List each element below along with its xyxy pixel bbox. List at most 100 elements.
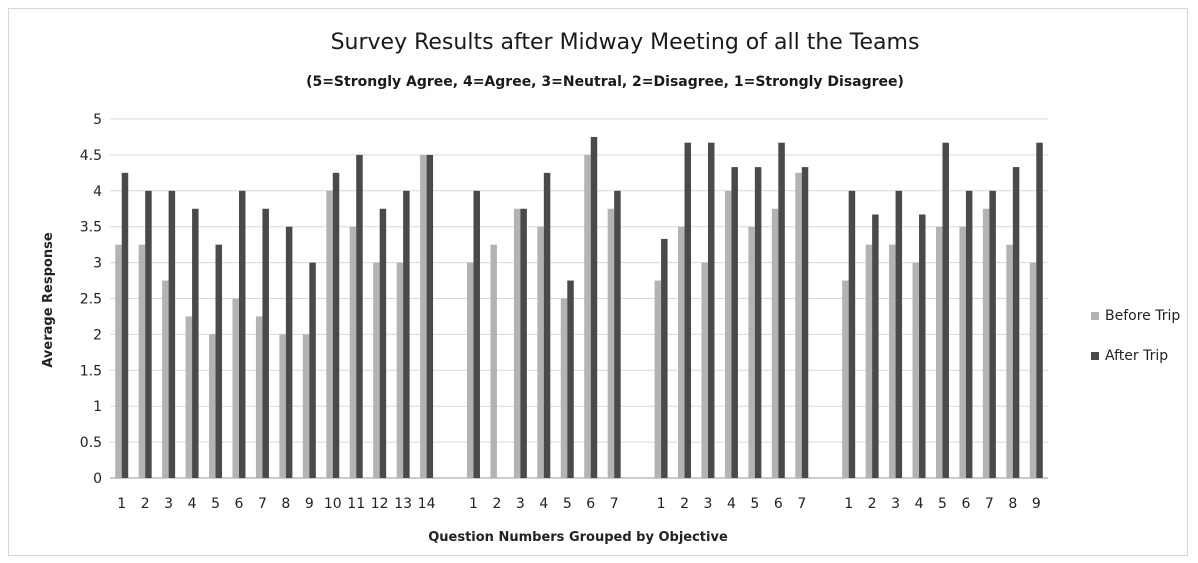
x-tick-label: 9 — [305, 496, 314, 512]
bar-before-trip — [115, 244, 122, 478]
bar-before-trip — [959, 226, 966, 478]
x-tick-label: 1 — [844, 496, 853, 512]
y-tick-label: 0.5 — [80, 435, 102, 451]
bar-after-trip — [989, 190, 996, 479]
bar-after-trip — [684, 142, 692, 478]
x-tick-label: 7 — [985, 496, 994, 512]
bar-after-trip — [262, 208, 269, 478]
x-tick-label: 1 — [117, 496, 126, 512]
x-tick-label: 5 — [211, 496, 220, 512]
bar-after-trip — [661, 238, 668, 478]
x-tick-label: 8 — [1008, 496, 1017, 512]
bar-after-trip — [1036, 142, 1043, 478]
bar-before-trip — [537, 226, 544, 478]
bar-after-trip — [942, 142, 949, 478]
chart-title: Survey Results after Midway Meeting of a… — [330, 30, 920, 55]
legend-swatch-before — [1091, 312, 1099, 320]
bar-before-trip — [1029, 262, 1037, 478]
bar-before-trip — [466, 262, 474, 478]
legend-item-before: Before Trip — [1091, 305, 1180, 327]
x-tick-label: 6 — [774, 496, 783, 512]
x-tick-label: 2 — [141, 496, 150, 512]
bar-before-trip — [373, 262, 380, 478]
chart-subtitle: (5=Strongly Agree, 4=Agree, 3=Neutral, 2… — [306, 74, 904, 90]
bar-before-trip — [748, 226, 755, 478]
x-tick-label: 3 — [516, 496, 525, 512]
y-tick-label: 5 — [93, 112, 102, 128]
bar-after-trip — [567, 280, 574, 478]
bar-after-trip — [121, 172, 129, 478]
bar-after-trip — [895, 190, 903, 479]
bar-after-trip — [520, 208, 527, 478]
bar-before-trip — [513, 208, 521, 478]
bar-after-trip — [403, 190, 410, 479]
x-tick-label: 4 — [188, 496, 197, 512]
bar-after-trip — [215, 244, 223, 478]
bar-after-trip — [543, 172, 551, 478]
bar-before-trip — [162, 280, 169, 478]
x-tick-label: 12 — [371, 496, 389, 512]
bar-before-trip — [138, 244, 146, 478]
bar-after-trip — [872, 214, 879, 478]
bar-after-trip — [965, 190, 973, 479]
bar-after-trip — [707, 142, 715, 478]
x-axis-title: Question Numbers Grouped by Objective — [428, 530, 728, 545]
bar-before-trip — [654, 280, 662, 478]
x-tick-label: 5 — [750, 496, 759, 512]
bar-before-trip — [771, 208, 779, 478]
bar-after-trip — [614, 190, 621, 479]
bar-before-trip — [326, 190, 333, 479]
legend-item-after: After Trip — [1091, 345, 1180, 367]
legend-swatch-after — [1091, 352, 1099, 360]
bar-after-trip — [309, 262, 316, 478]
bar-before-trip — [607, 208, 615, 478]
bar-after-trip — [379, 208, 387, 478]
x-tick-label: 13 — [394, 496, 412, 512]
x-tick-label: 6 — [235, 496, 244, 512]
x-tick-label: 1 — [469, 496, 478, 512]
x-tick-label: 4 — [727, 496, 736, 512]
bar-after-trip — [919, 214, 926, 478]
y-axis-title: Average Response — [41, 232, 56, 368]
x-tick-label: 2 — [868, 496, 877, 512]
legend: Before Trip After Trip — [1091, 305, 1180, 385]
bar-after-trip — [590, 136, 598, 478]
x-tick-label: 5 — [938, 496, 947, 512]
bar-before-trip — [255, 316, 263, 478]
y-tick-label: 3.5 — [80, 220, 102, 236]
bar-before-trip — [678, 226, 685, 478]
x-tick-label: 2 — [492, 496, 501, 512]
bar-before-trip — [795, 172, 802, 478]
bar-after-trip — [238, 190, 246, 479]
y-tick-label: 3 — [93, 256, 102, 272]
x-tick-label: 10 — [324, 496, 342, 512]
bar-after-trip — [356, 154, 363, 478]
x-tick-label: 5 — [563, 496, 572, 512]
bar-after-trip — [754, 167, 762, 478]
bar-after-trip — [426, 154, 434, 478]
bar-after-trip — [168, 190, 176, 479]
x-tick-label: 4 — [539, 496, 548, 512]
bar-after-trip — [145, 190, 152, 479]
y-tick-label: 2 — [93, 327, 102, 343]
bar-before-trip — [560, 298, 568, 478]
x-tick-label: 14 — [418, 496, 436, 512]
bar-after-trip — [848, 190, 856, 479]
bar-after-trip — [473, 190, 480, 479]
bar-before-trip — [982, 208, 990, 478]
x-tick-label: 3 — [891, 496, 900, 512]
y-tick-label: 1.5 — [80, 363, 102, 379]
x-tick-label: 4 — [915, 496, 924, 512]
x-tick-label: 3 — [164, 496, 173, 512]
x-tick-label: 1 — [657, 496, 666, 512]
bar-before-trip — [209, 334, 216, 478]
bar-before-trip — [490, 244, 497, 478]
x-tick-label: 11 — [347, 496, 365, 512]
bar-after-trip — [192, 208, 199, 478]
y-tick-label: 1 — [93, 399, 102, 415]
x-tick-label: 2 — [680, 496, 689, 512]
y-tick-label: 2.5 — [80, 292, 102, 308]
bar-before-trip — [232, 298, 239, 478]
y-tick-label: 4 — [93, 184, 102, 200]
